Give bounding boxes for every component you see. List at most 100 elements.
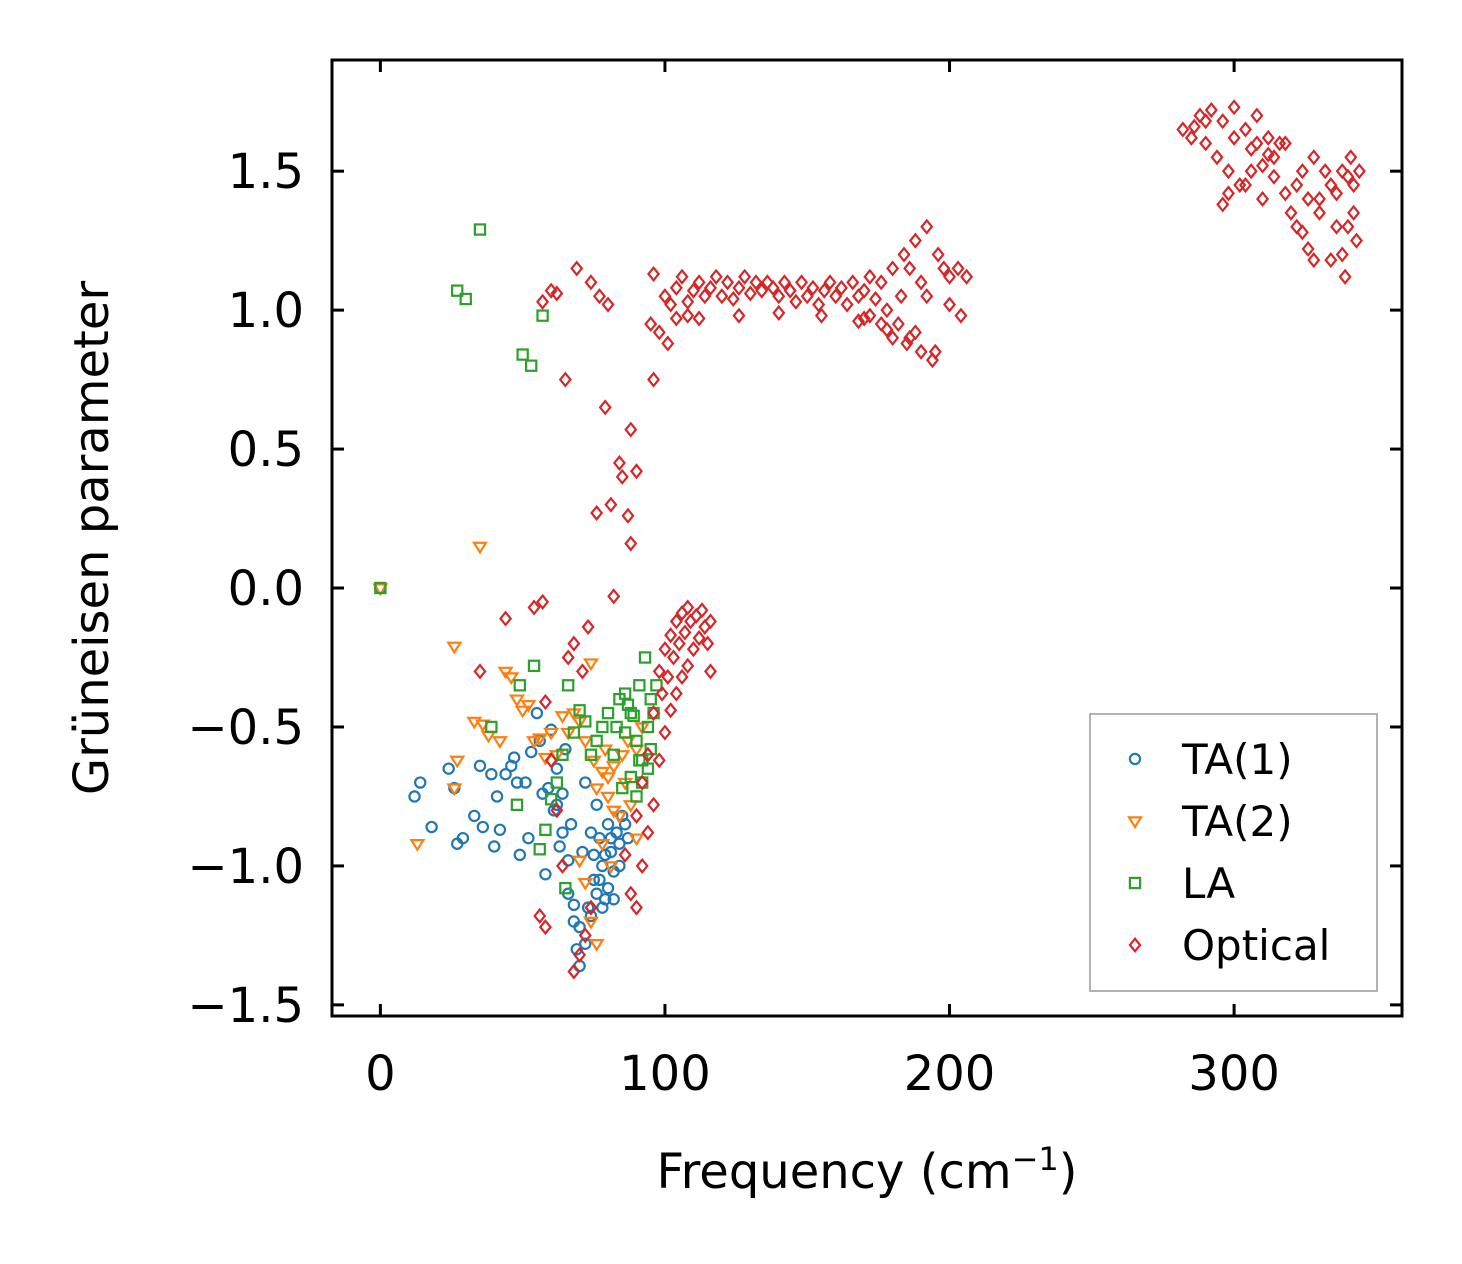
data-point bbox=[561, 649, 575, 666]
data-point bbox=[451, 284, 464, 297]
data-point bbox=[920, 288, 934, 305]
data-point bbox=[414, 776, 427, 789]
data-point bbox=[943, 296, 957, 313]
data-point bbox=[1330, 218, 1344, 235]
data-point bbox=[507, 751, 521, 764]
data-point bbox=[374, 581, 387, 595]
data-point bbox=[647, 371, 661, 388]
data-point bbox=[522, 831, 535, 845]
data-point bbox=[610, 720, 623, 734]
data-point bbox=[863, 268, 877, 285]
data-point bbox=[577, 736, 594, 749]
data-point bbox=[488, 840, 501, 853]
data-point bbox=[556, 826, 569, 839]
data-point bbox=[499, 610, 513, 627]
data-point bbox=[874, 315, 888, 333]
series-ta-1 bbox=[374, 581, 635, 973]
data-point bbox=[544, 752, 558, 769]
data-point bbox=[1318, 163, 1332, 180]
series-optical bbox=[473, 99, 1366, 980]
data-point bbox=[607, 893, 620, 906]
data-point bbox=[664, 627, 678, 644]
data-point bbox=[559, 881, 572, 895]
legend-label: TA(2) bbox=[1181, 797, 1293, 846]
data-point bbox=[630, 734, 643, 748]
data-point bbox=[601, 881, 615, 895]
data-point bbox=[409, 838, 426, 852]
data-point bbox=[582, 916, 599, 930]
data-point bbox=[641, 720, 655, 734]
data-point bbox=[612, 454, 626, 472]
data-point bbox=[738, 268, 752, 285]
data-point bbox=[1330, 185, 1344, 202]
data-point bbox=[556, 748, 569, 761]
data-point bbox=[1284, 204, 1298, 221]
data-point bbox=[584, 274, 598, 291]
data-point bbox=[602, 861, 619, 875]
data-point bbox=[536, 293, 550, 310]
y-axis-title: Grüneisen parameter bbox=[64, 281, 120, 796]
data-point bbox=[914, 343, 928, 360]
data-point bbox=[601, 818, 615, 831]
data-point bbox=[584, 899, 598, 916]
data-point bbox=[1301, 190, 1315, 208]
data-point bbox=[684, 613, 698, 630]
data-point bbox=[829, 288, 843, 305]
data-point bbox=[726, 290, 740, 308]
data-point bbox=[638, 651, 652, 664]
data-point bbox=[558, 371, 572, 388]
data-point bbox=[1278, 185, 1292, 202]
legend-label: TA(1) bbox=[1181, 735, 1293, 784]
data-point bbox=[669, 613, 683, 630]
data-point bbox=[550, 762, 564, 775]
data-point bbox=[539, 868, 552, 881]
data-point bbox=[658, 288, 672, 305]
data-point bbox=[564, 818, 578, 831]
data-point bbox=[1221, 163, 1235, 180]
series-ta-2 bbox=[372, 541, 651, 952]
data-point bbox=[641, 746, 655, 763]
data-point bbox=[590, 734, 603, 748]
data-point bbox=[869, 290, 883, 308]
data-point bbox=[628, 833, 645, 847]
data-point bbox=[664, 296, 678, 313]
data-point bbox=[846, 274, 860, 291]
x-tick-label: 0 bbox=[365, 1046, 396, 1102]
data-point bbox=[520, 700, 537, 713]
data-point bbox=[578, 927, 592, 944]
data-point bbox=[681, 307, 695, 324]
data-point bbox=[783, 282, 797, 299]
data-point bbox=[951, 260, 965, 277]
data-point bbox=[1338, 268, 1352, 285]
data-point bbox=[553, 840, 566, 853]
data-point bbox=[669, 310, 683, 327]
data-point bbox=[604, 831, 618, 845]
data-point bbox=[678, 624, 692, 641]
data-point bbox=[641, 824, 655, 841]
data-point bbox=[616, 781, 629, 795]
data-point bbox=[571, 855, 588, 869]
data-point bbox=[840, 296, 854, 313]
data-point bbox=[1199, 135, 1213, 152]
data-point bbox=[709, 268, 723, 285]
data-point bbox=[743, 285, 757, 302]
data-point bbox=[1278, 135, 1292, 152]
data-point bbox=[618, 818, 632, 831]
legend-marker bbox=[1128, 876, 1142, 890]
data-point bbox=[795, 274, 809, 291]
data-point bbox=[567, 898, 581, 912]
data-point bbox=[554, 711, 571, 724]
y-tick-label: −1.0 bbox=[187, 839, 304, 895]
data-point bbox=[519, 776, 532, 789]
data-point bbox=[937, 260, 951, 277]
data-point bbox=[590, 798, 603, 811]
data-point bbox=[666, 649, 681, 666]
data-point bbox=[1295, 224, 1309, 241]
data-point bbox=[584, 748, 598, 761]
data-point bbox=[647, 705, 661, 722]
data-point bbox=[601, 296, 615, 313]
data-point bbox=[513, 848, 527, 862]
data-point bbox=[1267, 168, 1281, 185]
legend-marker bbox=[1128, 752, 1142, 766]
data-point bbox=[503, 672, 520, 686]
